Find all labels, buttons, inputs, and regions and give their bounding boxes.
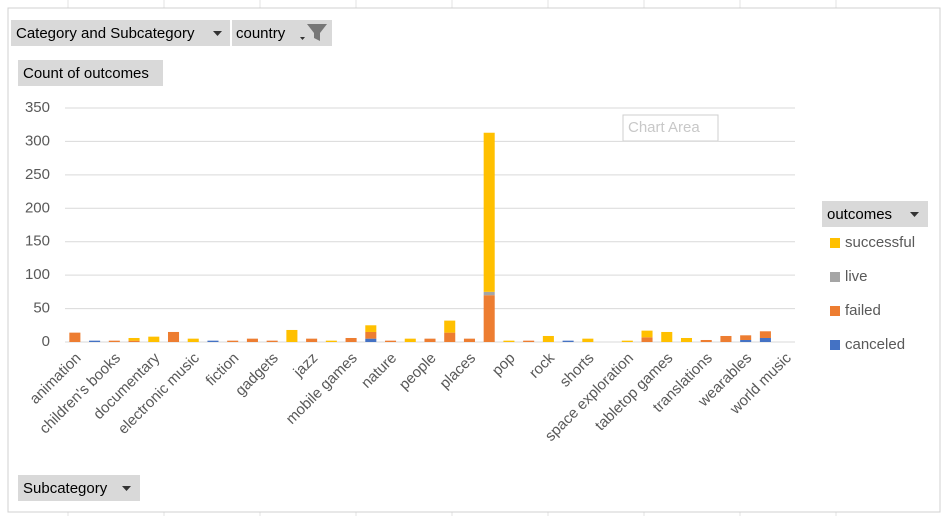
bar-segment [463,338,475,342]
chart-area [7,7,941,513]
axis-button[interactable]: Subcategory [18,475,140,501]
bar-segment [128,340,140,342]
bar-segment [740,335,752,340]
bar-segment [483,132,495,292]
y-tick-label: 0 [42,333,50,350]
legend-swatch [830,340,840,350]
button-label: Subcategory [23,480,108,497]
button-label: outcomes [827,206,892,223]
legend-label: failed [845,302,881,319]
y-tick-label: 200 [25,199,50,216]
y-tick-label: 350 [25,99,50,116]
bar-segment [365,338,377,342]
bar-segment [641,337,653,342]
bar-segment [89,340,101,342]
legend-button[interactable]: outcomes [822,201,928,227]
bar-segment [227,340,239,342]
bar-segment [325,340,337,342]
bar-segment [621,340,633,342]
legend-label: canceled [845,336,905,353]
bar-segment [661,331,673,342]
bar-segment [246,338,258,342]
y-tick-label: 150 [25,233,50,250]
bar-segment [266,340,278,342]
bar-segment [306,338,318,342]
bar-segment [108,340,120,342]
bar-segment [207,340,219,342]
bar-segment [345,337,357,342]
button-label: Count of outcomes [23,65,149,82]
legend-label: successful [845,234,915,251]
bar-segment [582,338,594,342]
sheet-grid [67,0,837,516]
bar-segment [542,335,554,342]
bar-segment [503,340,515,342]
bar-segment [483,295,495,342]
bar-segment [385,340,397,342]
bar-segment [365,325,377,332]
bar-segment [69,332,81,342]
bar-segment [148,336,160,342]
bar-segment [187,338,199,342]
bar-segment [523,340,535,342]
bar-segment [680,337,693,342]
bar-segment [444,320,456,333]
values-button[interactable]: Count of outcomes [18,60,163,86]
bar-segment [700,339,712,342]
legend-label: live [845,268,868,285]
bar-segment [167,331,180,342]
legend-swatch [830,272,840,282]
tooltip: Chart Area [622,114,719,142]
bar-segment [720,335,732,342]
legend-swatch [830,306,840,316]
country-button[interactable]: country [232,20,332,46]
plot: 050100150200250300350animationchildren's… [25,99,915,445]
bar-segment [286,329,298,342]
tooltip-text: Chart Area [628,119,700,136]
bar-segment [128,337,140,341]
y-tick-label: 50 [33,300,50,317]
bar-segment [562,340,574,342]
y-tick-label: 300 [25,132,50,149]
bar-segment [404,338,416,342]
legend-swatch [830,238,840,248]
bar-segment [483,291,495,296]
bar-segment [740,339,752,342]
bar-segment [641,330,653,338]
bar-segment [759,337,771,342]
bar-segment [365,331,377,339]
button-label: country [236,25,286,42]
category-button[interactable]: Category and Subcategory [11,20,230,46]
y-tick-label: 100 [25,266,50,283]
bar-segment [444,332,456,342]
button-label: Category and Subcategory [16,25,195,42]
bar-segment [424,338,436,342]
bar-segment [759,331,771,338]
y-tick-label: 250 [25,166,50,183]
